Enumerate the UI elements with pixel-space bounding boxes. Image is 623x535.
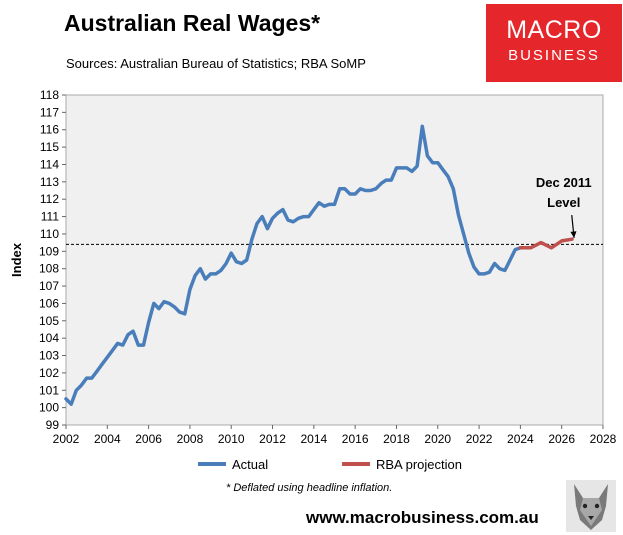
- x-tick-label: 2012: [259, 432, 286, 446]
- y-tick-label: 109: [39, 244, 59, 258]
- x-tick-label: 2002: [53, 432, 80, 446]
- website-link[interactable]: www.macrobusiness.com.au: [306, 508, 539, 527]
- x-axis: 2002 2004 2006 2008 2010 2012 2014 2016 2018 2020…: [53, 425, 617, 446]
- y-tick-label: 108: [39, 262, 59, 276]
- legend-item-rba-projection: RBA projection: [342, 456, 462, 472]
- x-tick-label: 2028: [590, 432, 617, 446]
- logo-line-1: MACRO: [506, 16, 602, 44]
- y-tick-label: 99: [46, 418, 60, 432]
- y-tick-label: 116: [40, 123, 59, 137]
- legend-label-actual: Actual: [232, 456, 269, 472]
- y-tick-label: 101: [39, 383, 59, 397]
- y-tick-label: 100: [39, 401, 59, 415]
- x-tick-label: 2014: [300, 432, 327, 446]
- legend-swatch-actual: [198, 462, 226, 466]
- annotation-line-2: Level: [547, 195, 580, 210]
- x-tick-label: 2022: [466, 432, 493, 446]
- x-tick-label: 2016: [342, 432, 369, 446]
- series-group: [64, 124, 574, 406]
- y-tick-label: 114: [40, 157, 59, 171]
- y-axis: 99 100 101 102 103 104 105 106 107 108 109 110 111 11…: [39, 88, 66, 432]
- y-tick-label: 103: [39, 349, 59, 363]
- plot-area: [65, 94, 604, 426]
- y-tick-label: 115: [40, 140, 59, 154]
- y-tick-label: 110: [40, 227, 59, 241]
- y-axis-label: Index: [9, 242, 24, 277]
- x-tick-label: 2018: [383, 432, 410, 446]
- x-tick-label: 2010: [218, 432, 245, 446]
- annotation-line-1: Dec 2011: [536, 175, 592, 190]
- y-tick-label: 102: [39, 366, 59, 380]
- y-tick-label: 118: [40, 88, 59, 102]
- y-tick-label: 111: [41, 210, 60, 224]
- legend-swatch-rba-projection: [342, 462, 370, 466]
- annotation: Dec 2011 Level: [536, 175, 592, 238]
- y-tick-label: 117: [40, 105, 59, 119]
- x-tick-label: 2008: [177, 432, 204, 446]
- annotation-arrowhead: [570, 231, 577, 238]
- chart-source: Sources: Australian Bureau of Statistics…: [66, 56, 366, 71]
- legend-label-rba-projection: RBA projection: [376, 456, 462, 472]
- x-tick-label: 2006: [135, 432, 162, 446]
- x-tick-label: 2020: [424, 432, 451, 446]
- footnote: * Deflated using headline inflation.: [226, 482, 393, 494]
- legend-item-actual: Actual: [198, 456, 268, 472]
- x-tick-label: 2024: [507, 432, 534, 446]
- y-tick-label: 107: [39, 279, 59, 293]
- x-tick-label: 2026: [548, 432, 575, 446]
- macrobusiness-logo: MACRO BUSINESS: [486, 4, 622, 82]
- y-tick-label: 105: [39, 314, 59, 328]
- y-tick-label: 104: [39, 331, 59, 345]
- y-tick-label: 106: [39, 296, 59, 310]
- y-tick-label: 112: [40, 192, 59, 206]
- y-tick-label: 113: [40, 175, 59, 189]
- x-tick-label: 2004: [94, 432, 121, 446]
- series-line-actual: [64, 124, 523, 406]
- series-line-rba-projection: [518, 237, 574, 250]
- chart-title: Australian Real Wages*: [64, 10, 321, 36]
- logo-line-2: BUSINESS: [508, 47, 600, 64]
- wolf-icon: [566, 480, 616, 532]
